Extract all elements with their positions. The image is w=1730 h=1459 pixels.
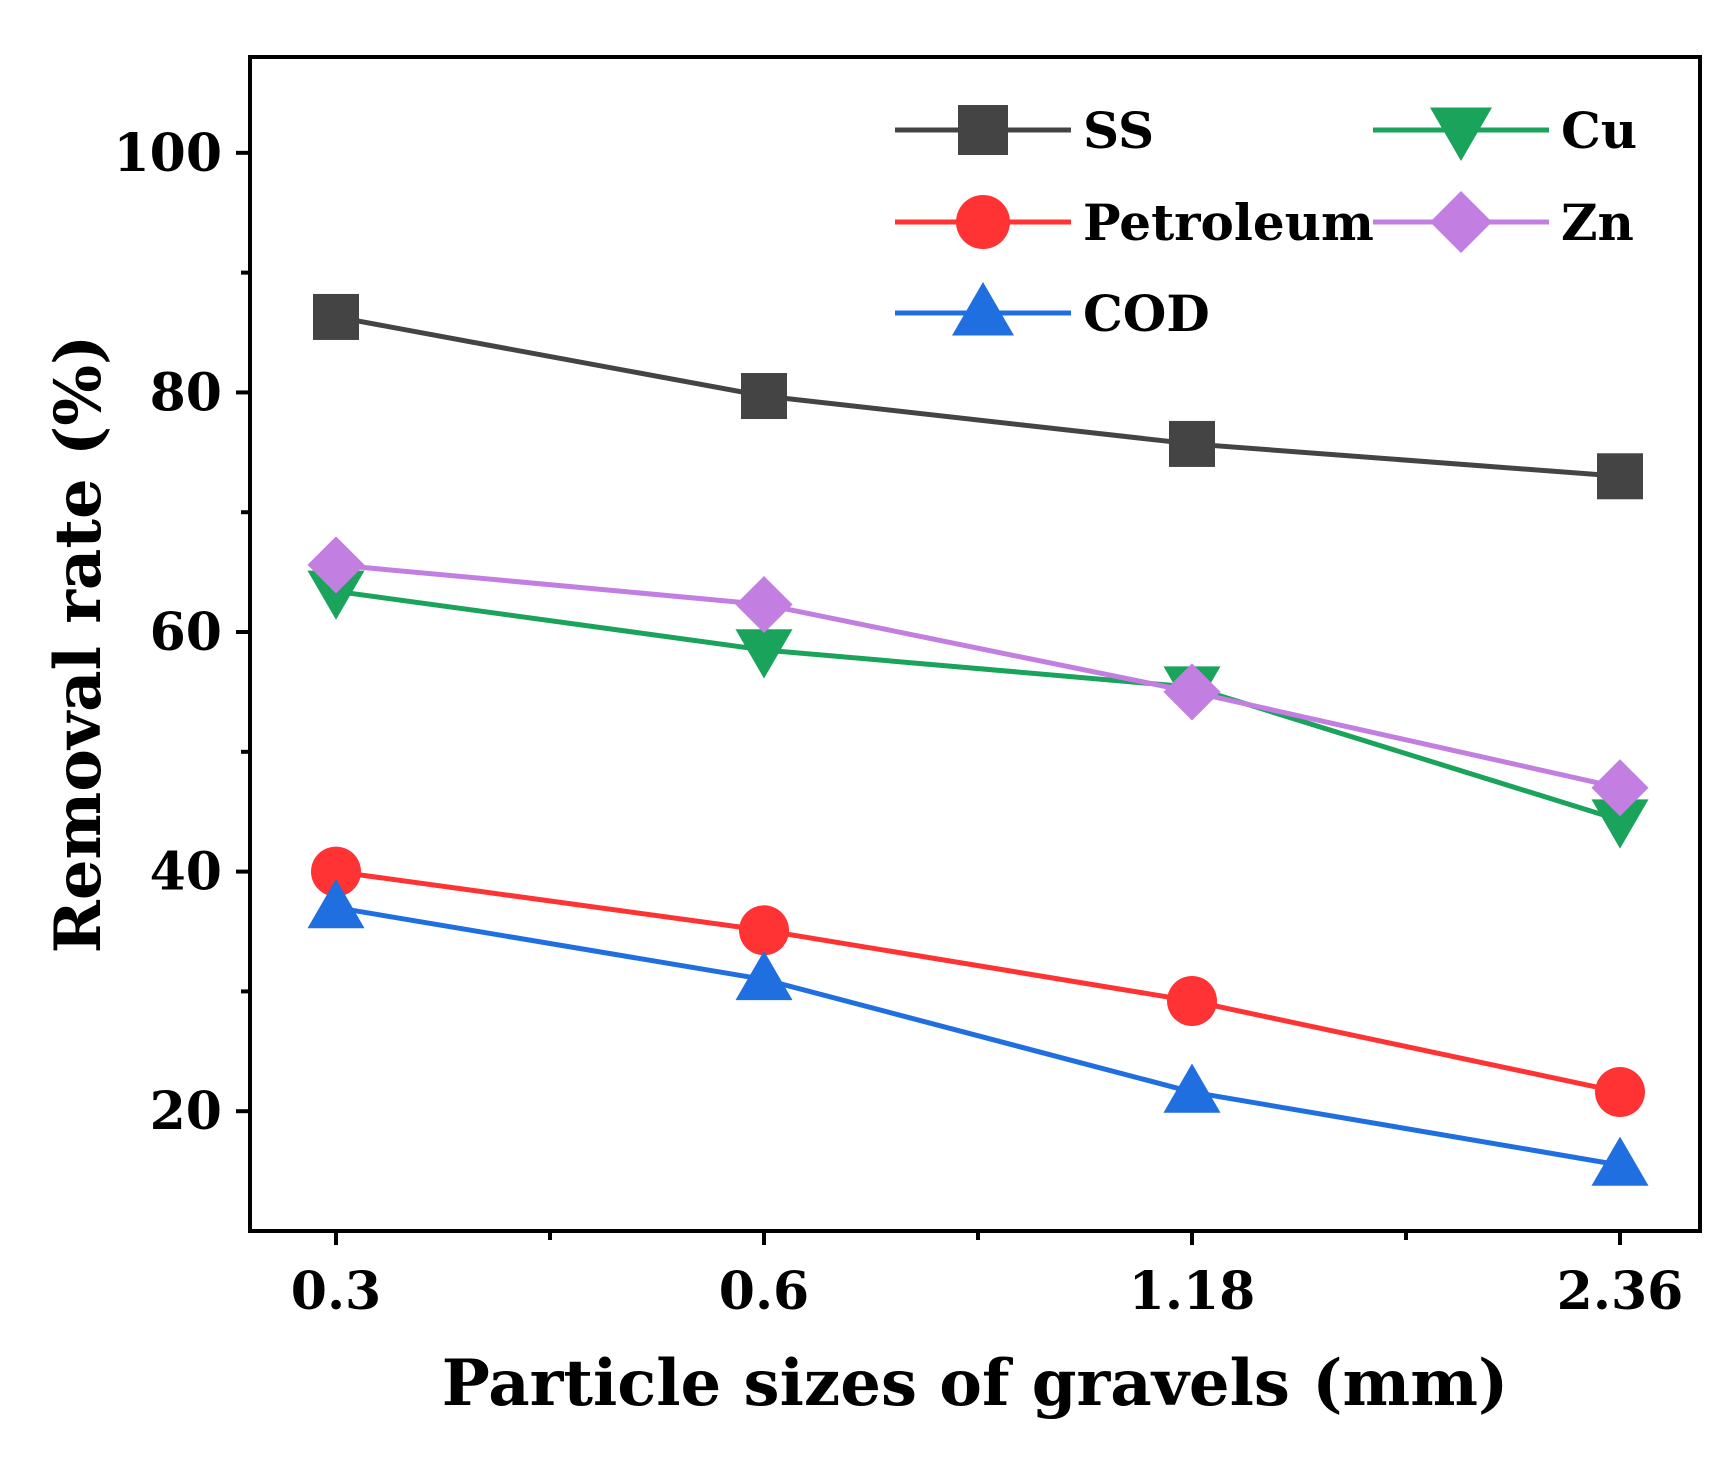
- x-tick-label: 0.3: [291, 1261, 381, 1322]
- data-point-ss: [1597, 453, 1643, 500]
- data-point-cod: [1591, 1136, 1649, 1186]
- y-axis-label: Removal rate (%): [41, 335, 116, 954]
- legend-item-ss: SS: [895, 101, 1154, 160]
- x-tick-label: 0.6: [719, 1261, 809, 1322]
- data-point-petroleum: [1595, 1067, 1645, 1118]
- legend: SS Petroleum COD Cu Zn: [895, 101, 1637, 343]
- x-tick-label: 2.36: [1557, 1261, 1684, 1322]
- y-axis-ticks: 20 40 60 80 100: [113, 123, 250, 1142]
- data-point-cod: [735, 950, 793, 1001]
- y-tick-label: 20: [150, 1081, 222, 1142]
- data-point-ss: [1169, 420, 1215, 467]
- data-point-cu: [307, 570, 365, 620]
- data-point-zn: [1163, 663, 1221, 721]
- legend-item-petroleum: Petroleum: [895, 193, 1374, 252]
- legend-label-cod: COD: [1083, 284, 1210, 343]
- x-tick-label: 1.18: [1129, 1261, 1256, 1322]
- data-point-cod: [307, 879, 365, 929]
- series-petroleum: [311, 846, 1645, 1118]
- legend-item-zn: Zn: [1373, 191, 1634, 253]
- x-axis-ticks: 0.3 0.6 1.18 2.36: [291, 1231, 1684, 1322]
- y-tick-label: 40: [150, 842, 222, 903]
- legend-marker-cu: [1430, 107, 1492, 161]
- legend-marker-cod: [952, 282, 1014, 336]
- legend-item-cod: COD: [895, 282, 1210, 343]
- series-cod: [307, 879, 1649, 1186]
- data-point-petroleum: [1167, 975, 1217, 1026]
- data-point-zn: [735, 575, 793, 633]
- data-point-cu: [735, 629, 793, 679]
- series-cu: [307, 570, 1649, 849]
- legend-label-cu: Cu: [1561, 101, 1637, 160]
- data-point-ss: [741, 373, 787, 420]
- y-tick-label: 60: [150, 602, 222, 663]
- series-line-cu: [335, 588, 1621, 823]
- data-point-zn: [307, 536, 365, 594]
- series-layer: [307, 293, 1649, 1186]
- legend-label-petroleum: Petroleum: [1083, 193, 1374, 252]
- series-ss: [313, 293, 1643, 500]
- legend-item-cu: Cu: [1373, 101, 1637, 161]
- legend-label-zn: Zn: [1561, 193, 1634, 252]
- series-line-zn: [335, 562, 1621, 791]
- legend-marker-ss: [958, 105, 1008, 155]
- plot-frame: [248, 55, 1702, 1233]
- y-tick-label: 80: [150, 362, 222, 423]
- legend-label-ss: SS: [1083, 101, 1154, 160]
- data-point-petroleum: [739, 905, 789, 956]
- legend-marker-petroleum: [956, 195, 1010, 249]
- legend-marker-zn: [1430, 191, 1492, 253]
- series-line-ss: [335, 314, 1621, 479]
- x-axis-label: Particle sizes of gravels (mm): [442, 1346, 1508, 1421]
- data-point-zn: [1591, 759, 1649, 817]
- series-line-petroleum: [335, 869, 1621, 1095]
- series-line-cod: [335, 905, 1621, 1168]
- data-point-cod: [1163, 1063, 1221, 1113]
- data-point-ss: [313, 293, 359, 340]
- data-point-petroleum: [311, 846, 361, 897]
- y-tick-label: 100: [113, 123, 222, 184]
- series-zn: [307, 536, 1649, 817]
- data-point-cu: [1591, 799, 1649, 849]
